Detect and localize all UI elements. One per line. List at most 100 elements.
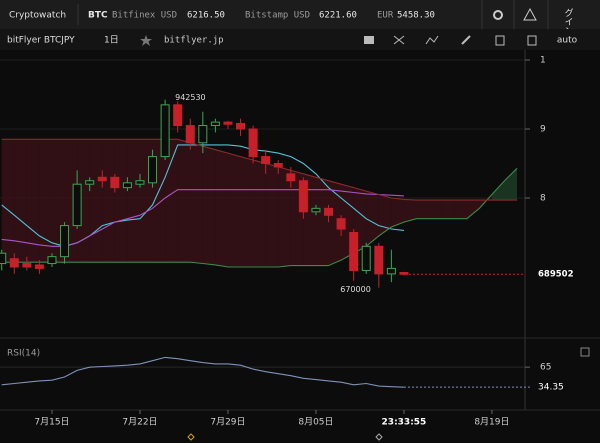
rsi-line (1, 356, 404, 388)
favorite-icon[interactable] (140, 35, 152, 46)
event-marker[interactable] (187, 433, 195, 441)
low-label: 670000 (340, 285, 371, 294)
price-pane: 1 9 8 942530 670000 689502 (0, 55, 574, 294)
tool-icon[interactable] (495, 35, 505, 46)
candle-body (210, 121, 220, 127)
candle-body (236, 122, 246, 130)
toolbar (0, 29, 600, 50)
exchange-link[interactable]: bitflyer.jp (164, 36, 224, 46)
cloud-fill (441, 200, 455, 219)
cloud-fill (240, 156, 254, 267)
candle-body (110, 176, 120, 189)
cloud-fill (278, 166, 291, 267)
scale-mode[interactable]: auto (557, 36, 578, 46)
cloud-fill (328, 180, 342, 266)
cloud-fill (491, 180, 505, 201)
high-label: 942530 (175, 93, 206, 102)
ticker-price: 6221.60 (319, 11, 357, 21)
x-tick-label: 7月15日 (34, 417, 69, 428)
alert-icon[interactable] (523, 7, 537, 21)
cloud-fill (14, 139, 27, 263)
last-price-label: 689502 (538, 270, 574, 280)
cloud-fill (429, 200, 442, 219)
candle-body (34, 264, 44, 269)
candle-body (324, 207, 334, 216)
cloud-fill (378, 194, 392, 236)
cloud-fill (265, 163, 279, 267)
cloud-fill (504, 168, 518, 201)
x-tick-label: 7月22日 (122, 417, 157, 428)
rsi-title: RSI(14) (7, 349, 40, 359)
ticker-label[interactable]: EUR (377, 11, 394, 21)
interval-select[interactable]: 1日 (104, 35, 119, 46)
cloud-fill (26, 139, 40, 263)
brand[interactable]: Cryptowatch (9, 11, 66, 21)
cloud-fill (466, 200, 480, 219)
candle-body (160, 104, 170, 158)
ticker-price: 5458.30 (397, 11, 435, 21)
x-tick-label: 23:33:55 (382, 418, 427, 428)
candle-body (248, 128, 258, 158)
candle-body (185, 125, 195, 144)
cloud-fill (1, 139, 15, 263)
tool-icon[interactable] (425, 35, 439, 45)
candle-body (311, 207, 321, 213)
cloud-fill (253, 160, 266, 267)
login[interactable]: グイン (563, 8, 574, 35)
close-pane[interactable] (580, 347, 590, 357)
cloud-fill (315, 177, 329, 266)
market-select[interactable]: bitFlyer BTCJPY (7, 36, 75, 46)
cloud-fill (102, 139, 115, 263)
candle-body (60, 225, 70, 258)
y-tick-label: 1 (540, 55, 546, 65)
candle-body (198, 125, 208, 144)
y-tick-label: 8 (540, 193, 546, 203)
tool-icon[interactable] (461, 35, 471, 45)
y-tick-label: 9 (540, 124, 546, 134)
span_a-line (1, 167, 518, 268)
tool-icon[interactable] (364, 36, 374, 44)
candle-body (223, 121, 233, 125)
cloud-fill (165, 139, 178, 263)
x-tick-label: 7月29日 (210, 417, 245, 428)
header-bar (0, 0, 600, 29)
ticker-label[interactable]: Bitfinex USD (112, 11, 177, 21)
rsi-pane: 65 34.35 (0, 356, 564, 393)
candle-body (72, 183, 82, 227)
candle-body (399, 272, 409, 275)
candle-body (0, 252, 7, 265)
cloud-fill (366, 191, 379, 247)
candle-body (361, 245, 371, 271)
cloud-fill (114, 139, 128, 263)
tool-icon[interactable] (527, 35, 537, 46)
candle-body (47, 256, 57, 265)
candle-body (97, 176, 107, 182)
cloud-fill (190, 142, 203, 264)
candle-body (85, 180, 95, 185)
cloud-fill (89, 139, 103, 263)
cloud-fill (227, 153, 241, 267)
event-marker[interactable] (375, 433, 383, 441)
asset[interactable]: BTC (88, 11, 108, 21)
cloud-fill (77, 139, 90, 263)
ticker-label[interactable]: Bitstamp USD (245, 11, 310, 21)
candle-body (148, 156, 158, 184)
candle-body (336, 218, 346, 230)
cloud-fill (127, 139, 140, 263)
candle-body (374, 245, 384, 275)
candle-body (122, 182, 132, 189)
tool-icons (364, 35, 537, 46)
x-tick-label: 8月05日 (298, 417, 333, 428)
tool-icon[interactable] (393, 35, 405, 45)
cloud-fill (215, 149, 228, 267)
cloud-fill (39, 139, 52, 263)
cloud-fill (391, 197, 404, 227)
candle-body (298, 180, 308, 213)
candle-body (135, 180, 145, 185)
settings-icon[interactable] (493, 10, 503, 20)
candle-body (386, 267, 396, 275)
candle-body (273, 162, 283, 168)
x-tick-label: 8月19日 (474, 417, 509, 428)
rsi-last-label: 34.35 (538, 383, 564, 393)
